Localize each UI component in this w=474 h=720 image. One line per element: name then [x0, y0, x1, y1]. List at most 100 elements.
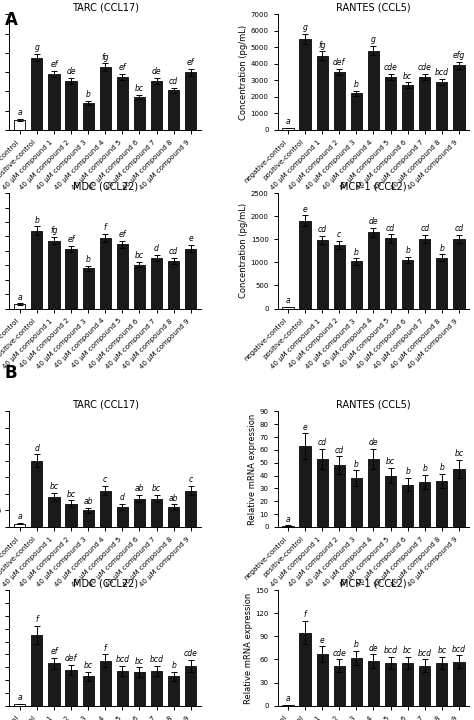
Bar: [385, 77, 396, 130]
Bar: [168, 507, 179, 527]
Bar: [185, 248, 196, 309]
Bar: [168, 261, 179, 309]
Text: ef: ef: [187, 58, 194, 67]
Bar: [351, 658, 362, 706]
Text: bc: bc: [455, 449, 464, 459]
Text: a: a: [286, 515, 290, 523]
Bar: [65, 248, 77, 309]
Text: ef: ef: [118, 63, 126, 72]
Text: bcd: bcd: [383, 647, 398, 655]
Bar: [151, 81, 162, 130]
Bar: [317, 654, 328, 706]
Text: a: a: [18, 513, 22, 521]
Text: c: c: [189, 475, 193, 485]
Bar: [117, 244, 128, 309]
Bar: [402, 663, 413, 706]
Text: g: g: [371, 35, 376, 45]
Text: c: c: [337, 230, 341, 239]
Bar: [151, 671, 162, 706]
Text: def: def: [65, 654, 77, 663]
Bar: [65, 670, 77, 706]
Text: cd: cd: [420, 225, 429, 233]
Text: bc: bc: [83, 661, 93, 670]
Text: cde: cde: [383, 63, 398, 72]
Text: def: def: [333, 58, 346, 67]
Text: b: b: [354, 248, 359, 256]
Bar: [14, 120, 25, 130]
Bar: [317, 240, 328, 309]
Text: cd: cd: [455, 225, 464, 233]
Text: A: A: [5, 11, 18, 29]
Bar: [48, 663, 60, 706]
Bar: [82, 268, 94, 309]
Text: bc: bc: [135, 84, 144, 93]
Bar: [385, 663, 396, 706]
Text: ef: ef: [118, 230, 126, 239]
Text: e: e: [189, 234, 193, 243]
Bar: [82, 103, 94, 130]
Bar: [65, 81, 77, 130]
Text: a: a: [18, 693, 22, 703]
Bar: [82, 676, 94, 706]
Text: bc: bc: [438, 647, 447, 655]
Text: fg: fg: [319, 41, 326, 50]
Text: b: b: [439, 463, 444, 472]
Title: RANTES (CCL5): RANTES (CCL5): [336, 2, 411, 12]
Text: cd: cd: [169, 77, 178, 86]
Text: a: a: [286, 296, 290, 305]
Text: b: b: [422, 464, 427, 473]
Bar: [402, 85, 413, 130]
Text: e: e: [303, 423, 308, 431]
Y-axis label: Relative mRNA expression: Relative mRNA expression: [248, 413, 257, 525]
Title: MCP-1 (CCL2): MCP-1 (CCL2): [340, 181, 407, 191]
Text: f: f: [104, 223, 107, 232]
Text: a: a: [18, 293, 22, 302]
Bar: [134, 264, 145, 309]
Text: ef: ef: [50, 647, 58, 656]
Bar: [351, 261, 362, 309]
Bar: [100, 67, 111, 130]
Text: g: g: [35, 43, 39, 52]
Text: b: b: [354, 640, 359, 649]
Bar: [454, 239, 465, 309]
Text: a: a: [286, 694, 290, 703]
Text: cd: cd: [318, 438, 327, 447]
Text: de: de: [66, 67, 76, 76]
Bar: [334, 665, 345, 706]
Title: RANTES (CCL5): RANTES (CCL5): [336, 400, 411, 409]
Title: TARC (CCL17): TARC (CCL17): [72, 2, 139, 12]
Bar: [185, 72, 196, 130]
Bar: [300, 633, 310, 706]
Text: e: e: [320, 636, 325, 644]
Bar: [283, 307, 293, 309]
Text: d: d: [120, 493, 125, 503]
Bar: [134, 97, 145, 130]
Text: ab: ab: [169, 494, 178, 503]
Text: a: a: [286, 117, 290, 126]
Text: ef: ef: [67, 235, 75, 244]
Title: MCP-1 (CCL2): MCP-1 (CCL2): [340, 578, 407, 588]
Bar: [419, 665, 430, 706]
Text: b: b: [439, 243, 444, 253]
Text: de: de: [369, 217, 378, 226]
Text: ef: ef: [50, 60, 58, 69]
Text: b: b: [405, 467, 410, 477]
Text: de: de: [152, 67, 161, 76]
Text: cde: cde: [184, 649, 198, 658]
Bar: [437, 663, 447, 706]
Text: cd: cd: [335, 446, 344, 454]
Bar: [317, 459, 328, 527]
Bar: [385, 475, 396, 527]
Text: de: de: [369, 644, 378, 653]
Text: bc: bc: [403, 71, 412, 81]
Bar: [151, 499, 162, 527]
Y-axis label: Concentration (pg/mL): Concentration (pg/mL): [239, 24, 248, 120]
Text: f: f: [104, 644, 107, 652]
Text: f: f: [304, 611, 306, 619]
Bar: [100, 490, 111, 527]
Text: bc: bc: [403, 647, 412, 655]
Bar: [385, 238, 396, 309]
Text: b: b: [35, 215, 39, 225]
Text: cde: cde: [332, 649, 346, 658]
Text: bc: bc: [135, 251, 144, 260]
